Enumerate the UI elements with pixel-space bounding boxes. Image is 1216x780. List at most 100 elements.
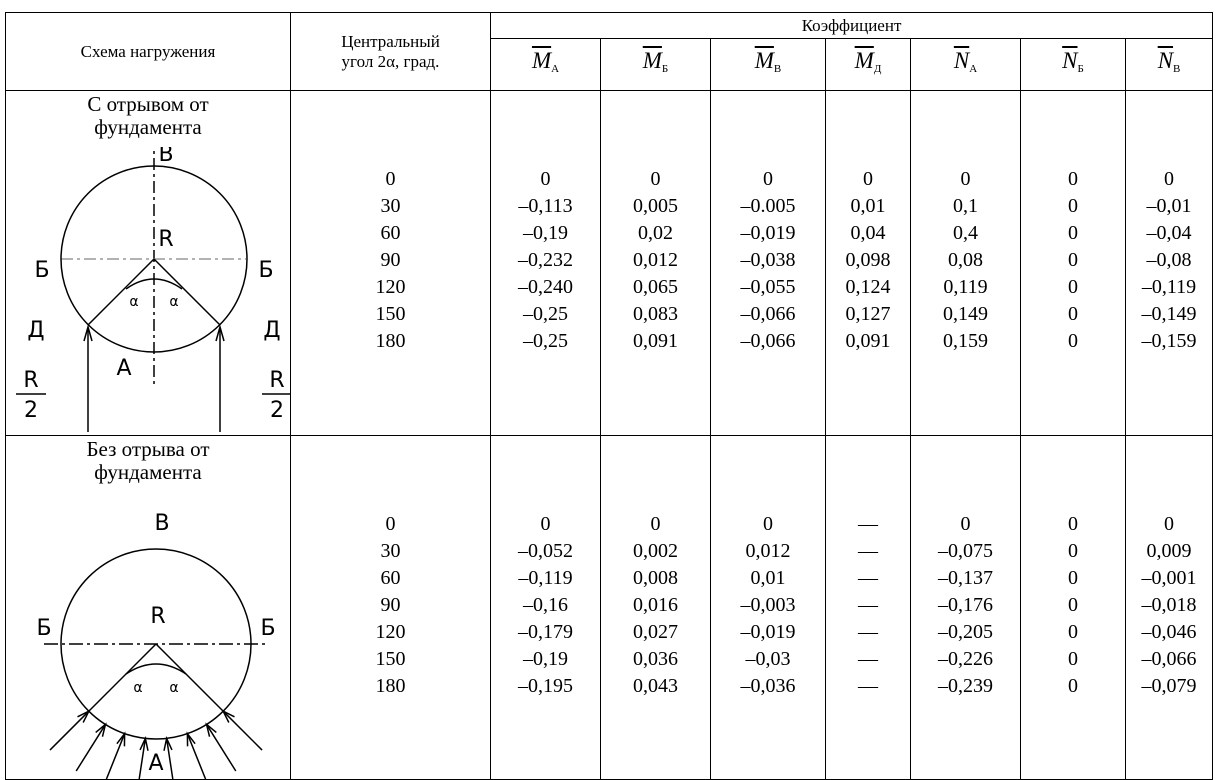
coef-value: –0,137 bbox=[938, 567, 993, 589]
coef-value: 0,119 bbox=[943, 276, 988, 298]
value-cell: 0 0 0 0 0 0 0 bbox=[1020, 435, 1126, 780]
coef-value: 0,012 bbox=[745, 540, 791, 562]
value-cell: 0 –0,113 –0,19 –0,232 –0,240 –0,25 –0,25 bbox=[490, 90, 601, 436]
coef-value: 0,065 bbox=[633, 276, 678, 298]
table-row: С отрывом от фундамента В Б Б R Д Д α α … bbox=[5, 90, 1214, 436]
coef-value: 0,008 bbox=[633, 567, 678, 589]
angle-arc bbox=[125, 663, 187, 675]
coef-value: –0,25 bbox=[523, 330, 568, 352]
coef-value: –0,232 bbox=[518, 249, 573, 271]
coef-value: –0,055 bbox=[740, 276, 796, 298]
coef-value: –0,036 bbox=[740, 675, 796, 697]
value-cell: 0 0 0 0 0 0 0 bbox=[1020, 90, 1126, 436]
angle-arc bbox=[125, 278, 183, 290]
coef-value: 0 bbox=[1164, 168, 1175, 190]
coef-value: –0,19 bbox=[523, 222, 568, 244]
pressure-arrow bbox=[105, 733, 126, 779]
coef-value: –0,205 bbox=[938, 621, 993, 643]
coef-value: 0,149 bbox=[943, 303, 988, 325]
angle-header: Центральный угол 2α, град. bbox=[290, 12, 491, 91]
coef-value: –0,119 bbox=[518, 567, 573, 589]
coef-value: 0,01 bbox=[750, 567, 786, 589]
angle-cell: 0 30 60 90 120 150 180 bbox=[290, 435, 491, 780]
coefficient-table: Схема нагружения Центральный угол 2α, гра… bbox=[5, 12, 1214, 780]
label: Б bbox=[258, 258, 273, 283]
coef-column-header: MВ bbox=[710, 38, 826, 91]
symbol: M bbox=[531, 47, 552, 73]
radius-line bbox=[87, 258, 155, 326]
coef-column-header: MА bbox=[490, 38, 601, 91]
coef-value: 0 bbox=[540, 168, 551, 190]
symbol: M bbox=[754, 47, 774, 73]
coef-value: 0,08 bbox=[948, 249, 983, 271]
coef-value: 0,4 bbox=[953, 222, 978, 244]
pressure-arrow bbox=[75, 724, 107, 772]
angle-value: 90 bbox=[380, 249, 401, 271]
coef-value: –0,179 bbox=[518, 621, 573, 643]
scheme-diagram: В Б Б R Д Д α α А R 2 R 2 bbox=[16, 147, 291, 432]
label: R bbox=[150, 604, 165, 629]
arrow-head bbox=[77, 709, 91, 723]
coef-value: 0,016 bbox=[633, 594, 678, 616]
coef-value: — bbox=[858, 621, 878, 643]
ring bbox=[60, 165, 248, 353]
coef-column-header: NБ bbox=[1020, 38, 1126, 91]
coef-value: –0,119 bbox=[1141, 276, 1197, 298]
label: Б bbox=[34, 258, 49, 283]
coef-value: 0 bbox=[1068, 513, 1078, 535]
coef-value: 0,043 bbox=[633, 675, 678, 697]
arrow-head bbox=[95, 722, 107, 737]
coef-value: –0,16 bbox=[523, 594, 568, 616]
coef-value: –0,066 bbox=[740, 330, 796, 352]
value-cell: 0 0,002 0,008 0,016 0,027 0,036 0,043 bbox=[600, 435, 711, 780]
coef-value: 0 bbox=[650, 513, 661, 535]
coef-value: –0,019 bbox=[740, 222, 796, 244]
angle-value: 0 bbox=[385, 168, 396, 190]
subscript: Б bbox=[1077, 62, 1084, 75]
coef-value: 0 bbox=[1068, 195, 1078, 217]
coef-value: –0,195 bbox=[518, 675, 573, 697]
symbol: N bbox=[953, 47, 970, 73]
angle-value: 180 bbox=[375, 675, 406, 697]
table-row: Без отрыва от фундамента В Б Б R α α А 0… bbox=[5, 435, 1214, 780]
angle-value: 60 bbox=[380, 222, 401, 244]
label: α bbox=[169, 294, 178, 310]
scheme-diagram: В Б Б R α α А bbox=[36, 511, 276, 779]
label: А bbox=[116, 356, 131, 381]
coef-value: –0,25 bbox=[523, 303, 568, 325]
label: R bbox=[158, 227, 173, 252]
coef-value: 0 bbox=[1068, 303, 1078, 325]
angle-value: 90 bbox=[380, 594, 401, 616]
arrow-head bbox=[215, 324, 225, 342]
coef-value: –0,01 bbox=[1146, 195, 1192, 217]
coef-value: 0,012 bbox=[633, 249, 678, 271]
coef-value: –0,03 bbox=[745, 648, 791, 670]
symbol: M bbox=[642, 47, 662, 73]
scheme-header: Схема нагружения bbox=[5, 12, 291, 91]
coef-value: — bbox=[858, 567, 878, 589]
coef-value: 0 bbox=[1164, 513, 1175, 535]
coef-value: –0,176 bbox=[938, 594, 993, 616]
scheme-title: С отрывом от фундамента bbox=[87, 92, 209, 139]
coef-value: –0,19 bbox=[523, 648, 568, 670]
coef-value: 0,04 bbox=[850, 222, 886, 244]
coef-value: –0,079 bbox=[1141, 675, 1197, 697]
coef-value: 0,124 bbox=[845, 276, 891, 298]
coef-value: — bbox=[858, 540, 878, 562]
value-cell: 0 0,009 –0,001 –0,018 –0,046 –0,066 –0,079 bbox=[1124, 435, 1214, 780]
coef-value: 0 bbox=[650, 168, 661, 190]
coef-value: –0,075 bbox=[938, 540, 993, 562]
label: 2 bbox=[24, 398, 38, 423]
angle-value: 120 bbox=[375, 621, 406, 643]
pressure-arrow bbox=[49, 710, 90, 751]
pressure-arrow bbox=[138, 738, 147, 779]
radius-line bbox=[155, 643, 224, 712]
arrow-head bbox=[116, 731, 126, 747]
coef-value: 0,01 bbox=[850, 195, 886, 217]
value-cell: 0 –0,052 –0,119 –0,16 –0,179 –0,19 –0,195 bbox=[490, 435, 601, 780]
coef-value: –0,046 bbox=[1141, 621, 1197, 643]
coef-value: 0 bbox=[540, 513, 551, 535]
coef-value: –0,08 bbox=[1146, 249, 1192, 271]
coef-value: 0 bbox=[863, 168, 873, 190]
